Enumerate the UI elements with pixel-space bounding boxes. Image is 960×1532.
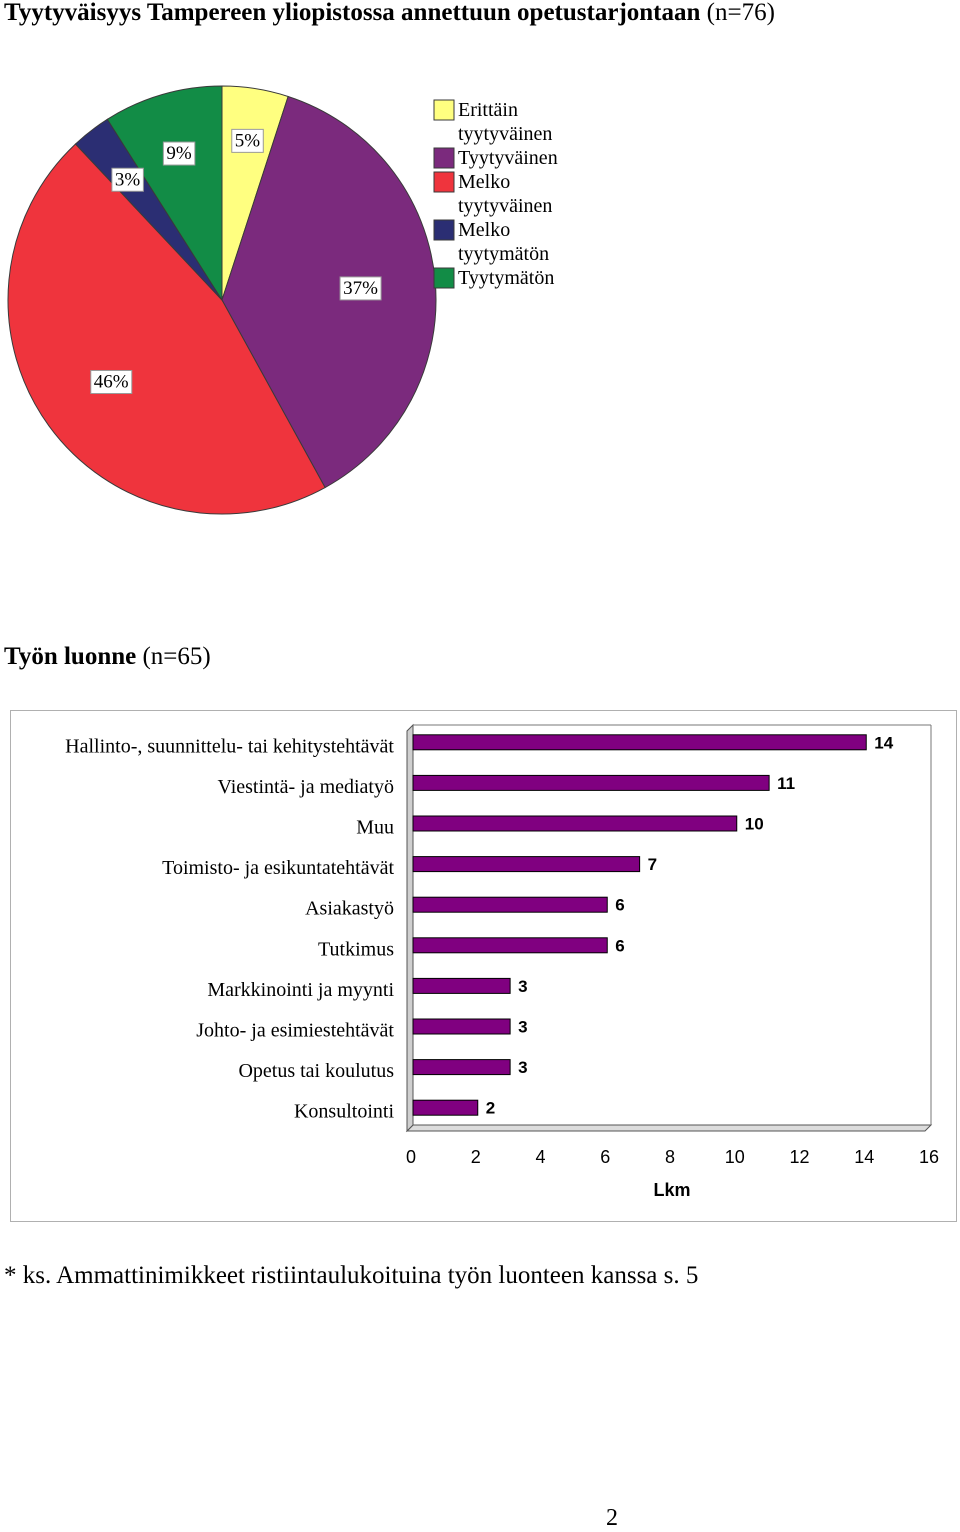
category-label-muu: Muu	[356, 817, 394, 839]
pie-chart: 5%37%46%3%9% ErittäintyytyväinenTyytyväi…	[7, 85, 558, 515]
category-label-opetus-tai-koulutus: Opetus tai koulutus	[238, 1060, 394, 1082]
pie-label-melko-tyytyvainen: 46%	[90, 370, 133, 395]
x-tick-2: 2	[471, 1147, 481, 1167]
plot-floor	[405, 1124, 933, 1132]
bar-tutkimus	[412, 937, 608, 954]
legend-label: Melko	[458, 171, 510, 193]
category-label-tutkimus: Tutkimus	[318, 938, 394, 960]
bar-chart-plot-area	[405, 723, 933, 1133]
legend-item-tyytyvainen: Tyytyväinen	[433, 147, 558, 169]
footnote: * ks. Ammattinimikkeet ristiintaulukoitu…	[4, 1262, 699, 1289]
value-label-toimisto-ja-esikuntatehtavat: 7	[648, 855, 657, 874]
x-tick-10: 10	[725, 1147, 745, 1167]
legend-item-tyytymaton: Tyytymätön	[433, 267, 554, 289]
x-tick-14: 14	[854, 1147, 874, 1167]
legend-label: tyytyväinen	[458, 123, 552, 145]
legend-swatch	[433, 99, 455, 121]
legend-label: tyytymätön	[458, 243, 549, 265]
pie-data-labels: 5% 37% 46% 3% 9%	[90, 128, 382, 395]
x-tick-0: 0	[406, 1147, 416, 1167]
legend-label: Erittäin	[458, 99, 518, 121]
legend-swatch	[433, 219, 455, 241]
category-label-viestinta-ja-mediatyo: Viestintä- ja mediatyö	[217, 776, 394, 798]
x-axis-title: Lkm	[653, 1180, 690, 1200]
bar-muu	[412, 815, 738, 832]
bar-category-labels: Hallinto-, suunnittelu- tai kehitystehtä…	[65, 735, 394, 1122]
pie-label-box	[231, 128, 264, 153]
pie-slice-melko-tyytyvainen	[7, 143, 326, 515]
category-label-hallinto-suunnittelu-tai-kehitystehtavat: Hallinto-, suunnittelu- tai kehitystehtä…	[65, 735, 394, 757]
bar-asiakastyo	[412, 896, 608, 913]
category-label-asiakastyo: Asiakastyö	[305, 898, 394, 920]
pie-label-tyytyvainen: 37%	[339, 276, 382, 301]
x-tick-12: 12	[789, 1147, 809, 1167]
pie-label-erittain-tyytyvainen: 5%	[231, 128, 264, 153]
value-label-muu: 10	[745, 815, 764, 834]
bar-series	[412, 734, 867, 1116]
value-label-johto-ja-esimiestehtavat: 3	[518, 1018, 527, 1037]
legend-label: Tyytymätön	[458, 267, 554, 289]
pie-legend: ErittäintyytyväinenTyytyväinenMelkotyyty…	[433, 99, 558, 289]
pie-label-text: 46%	[94, 372, 129, 393]
legend-swatch	[433, 147, 455, 169]
legend-label: Melko	[458, 219, 510, 241]
value-label-hallinto-suunnittelu-tai-kehitystehtavat: 14	[874, 733, 893, 752]
pie-slice-tyytymaton	[106, 85, 223, 302]
value-label-markkinointi-ja-myynti: 3	[518, 977, 527, 996]
x-tick-6: 6	[600, 1147, 610, 1167]
value-label-opetus-tai-koulutus: 3	[518, 1058, 527, 1077]
pie-label-text: 37%	[343, 278, 378, 299]
plot-side-wall	[406, 723, 414, 1133]
pie-chart-title: Tyytyväisyys Tampereen yliopistossa anne…	[4, 0, 775, 26]
category-label-johto-ja-esimiestehtavat: Johto- ja esimiestehtävät	[196, 1020, 394, 1042]
bar-konsultointi	[412, 1099, 479, 1116]
bar-toimisto-ja-esikuntatehtavat	[412, 856, 641, 873]
bar-viestinta-ja-mediatyo	[412, 774, 770, 791]
bar-johto-ja-esimiestehtavat	[412, 1018, 511, 1035]
pie-label-melko-tyytymaton: 3%	[111, 167, 144, 192]
category-label-toimisto-ja-esikuntatehtavat: Toimisto- ja esikuntatehtävät	[162, 857, 394, 879]
bar-opetus-tai-koulutus	[412, 1059, 511, 1076]
pie-label-text: 9%	[166, 143, 192, 164]
category-label-markkinointi-ja-myynti: Markkinointi ja myynti	[207, 979, 394, 1001]
pie-slices	[7, 85, 437, 515]
page-number: 2	[606, 1505, 618, 1531]
bar-chart: Hallinto-, suunnittelu- tai kehitystehtä…	[65, 723, 939, 1200]
bar-value-labels: 14 11 10 7 6 6 3 3 3 2	[486, 733, 894, 1117]
legend-swatch	[433, 267, 455, 289]
bar-chart-title: Työn luonne (n=65)	[4, 643, 211, 670]
legend-label: tyytyväinen	[458, 195, 552, 217]
value-label-tutkimus: 6	[615, 936, 624, 955]
pie-label-box	[111, 167, 144, 192]
x-tick-16: 16	[919, 1147, 939, 1167]
legend-swatch	[433, 171, 455, 193]
pie-label-text: 3%	[115, 169, 141, 190]
legend-label: Tyytyväinen	[458, 147, 558, 169]
bar-markkinointi-ja-myynti	[412, 977, 511, 994]
value-label-konsultointi: 2	[486, 1099, 495, 1118]
x-tick-8: 8	[665, 1147, 675, 1167]
x-tick-4: 4	[535, 1147, 545, 1167]
pie-label-tyytymaton: 9%	[162, 141, 196, 166]
pie-label-box	[339, 276, 382, 301]
value-label-viestinta-ja-mediatyo: 11	[777, 774, 795, 793]
pie-label-box	[90, 370, 133, 395]
bar-hallinto-suunnittelu-tai-kehitystehtavat	[412, 734, 867, 751]
pie-label-box	[162, 141, 196, 166]
value-label-asiakastyo: 6	[615, 896, 624, 915]
x-axis-tick-labels: 0 2 4 6 8 10 12 14 16	[406, 1147, 939, 1167]
category-label-konsultointi: Konsultointi	[294, 1101, 394, 1123]
bar-chart-frame: Hallinto-, suunnittelu- tai kehitystehtä…	[10, 710, 957, 1222]
pie-label-text: 5%	[235, 130, 261, 151]
